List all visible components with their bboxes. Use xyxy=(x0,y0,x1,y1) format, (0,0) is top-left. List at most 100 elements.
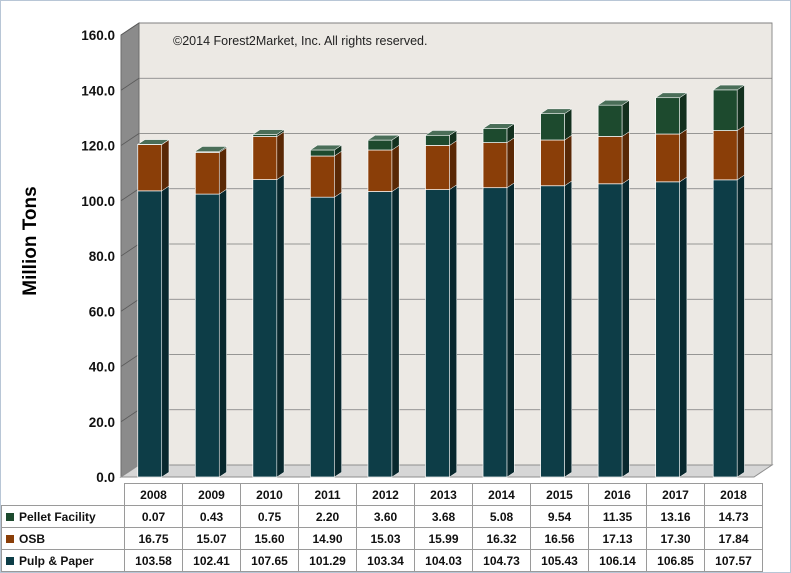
data-label: 105.43 xyxy=(530,549,589,572)
data-label: 14.73 xyxy=(704,505,763,528)
data-label: 17.30 xyxy=(646,527,705,550)
x-tick-label: 2017 xyxy=(646,483,705,506)
bar-front xyxy=(252,136,278,180)
bar-segment xyxy=(482,123,516,144)
data-label: 104.73 xyxy=(472,549,531,572)
bar-side xyxy=(564,134,573,187)
x-tick-label: 2014 xyxy=(472,483,531,506)
bar-top xyxy=(309,144,343,151)
data-label: 14.90 xyxy=(298,527,357,550)
bar-segment xyxy=(367,134,400,151)
bar-segment xyxy=(137,185,170,478)
data-label: 17.13 xyxy=(588,527,647,550)
data-label: 102.41 xyxy=(182,549,241,572)
bar-side xyxy=(276,131,285,181)
data-label: 5.08 xyxy=(472,505,531,528)
data-label: 16.56 xyxy=(530,527,589,550)
bar-top xyxy=(424,130,458,136)
bar-front xyxy=(367,139,393,151)
bar-front xyxy=(655,97,681,135)
data-label: 17.84 xyxy=(704,527,763,550)
legend-entry: OSB xyxy=(1,527,125,550)
bar-front xyxy=(194,193,220,478)
x-tick-label: 2009 xyxy=(182,483,241,506)
bar-front xyxy=(425,189,450,478)
bar-front xyxy=(425,134,450,146)
bar-side xyxy=(334,150,342,198)
bar-segment xyxy=(137,139,170,192)
gridline-side xyxy=(120,298,140,312)
bar-front xyxy=(425,145,450,190)
data-label: 0.43 xyxy=(182,505,241,528)
x-tick-label: 2011 xyxy=(298,483,357,506)
bar-segment xyxy=(540,180,573,478)
bar-segment xyxy=(655,176,688,478)
bar-front xyxy=(597,136,623,185)
gridline-side xyxy=(120,22,140,36)
y-tick-label: 160.0 xyxy=(81,28,115,43)
bar-front xyxy=(655,181,681,478)
bar-front xyxy=(252,134,278,137)
bar-segment xyxy=(367,144,400,192)
bar-side xyxy=(736,125,745,181)
bar-segment xyxy=(712,174,745,478)
bar-front xyxy=(482,187,508,478)
bar-top xyxy=(712,84,746,91)
bar-front xyxy=(712,130,738,181)
bar-front xyxy=(194,152,220,195)
data-label: 11.35 xyxy=(588,505,647,528)
bar-top xyxy=(194,146,228,152)
y-tick-label: 20.0 xyxy=(89,415,115,430)
bar-top xyxy=(136,139,170,145)
bar-front xyxy=(137,190,163,478)
legend-swatch xyxy=(6,512,14,521)
gridline-side xyxy=(120,77,140,91)
y-tick-label: 120.0 xyxy=(81,139,115,154)
legend-entry: Pulp & Paper xyxy=(1,549,125,572)
data-label: 104.03 xyxy=(414,549,473,572)
bar-side xyxy=(679,176,688,478)
bar-side xyxy=(506,182,515,478)
bar-segment xyxy=(424,130,458,146)
table-corner xyxy=(1,483,125,506)
data-label: 106.85 xyxy=(646,549,705,572)
y-tick-label: 100.0 xyxy=(81,194,115,209)
bar-side xyxy=(506,137,515,189)
data-label: 107.57 xyxy=(704,549,763,572)
y-tick-label: 0.0 xyxy=(96,470,115,483)
bar-side xyxy=(219,188,227,478)
bar-side xyxy=(449,140,457,191)
bars xyxy=(136,84,746,478)
table-header-row: 2008 2009 2010 2011 2012 2013 2014 2015 2016 2017… xyxy=(1,483,763,506)
data-label: 15.07 xyxy=(182,527,241,550)
bar-side xyxy=(564,180,573,478)
bar-top xyxy=(654,92,688,98)
y-tick-label: 40.0 xyxy=(89,360,115,375)
bar-segment xyxy=(252,174,285,478)
bar-segment xyxy=(310,191,342,478)
data-label: 101.29 xyxy=(298,549,357,572)
bar-segment xyxy=(539,108,573,141)
bar-front xyxy=(252,179,278,478)
bar-front xyxy=(540,113,565,141)
bar-segment xyxy=(310,150,342,198)
bar-front xyxy=(712,89,738,131)
bar-side xyxy=(391,144,400,192)
bar-segment xyxy=(194,147,227,195)
bar-segment xyxy=(712,125,745,181)
bar-top xyxy=(539,108,573,114)
data-label: 103.34 xyxy=(356,549,415,572)
bar-segment xyxy=(540,134,573,187)
table-row: Pulp & Paper 103.58 102.41 107.65 101.29 103.… xyxy=(1,549,763,572)
legend-label: OSB xyxy=(19,531,46,546)
bar-segment xyxy=(194,188,227,478)
bar-segment xyxy=(425,184,457,478)
table-row: OSB 16.75 15.07 15.60 14.90 15.03 15.99 16.32 16… xyxy=(1,527,763,550)
bar-side xyxy=(276,174,285,478)
y-tick-label: 140.0 xyxy=(81,83,115,98)
bar-segment xyxy=(367,186,400,478)
gridline-side xyxy=(120,188,140,202)
x-tick-label: 2015 xyxy=(530,483,589,506)
x-tick-label: 2008 xyxy=(124,483,183,506)
